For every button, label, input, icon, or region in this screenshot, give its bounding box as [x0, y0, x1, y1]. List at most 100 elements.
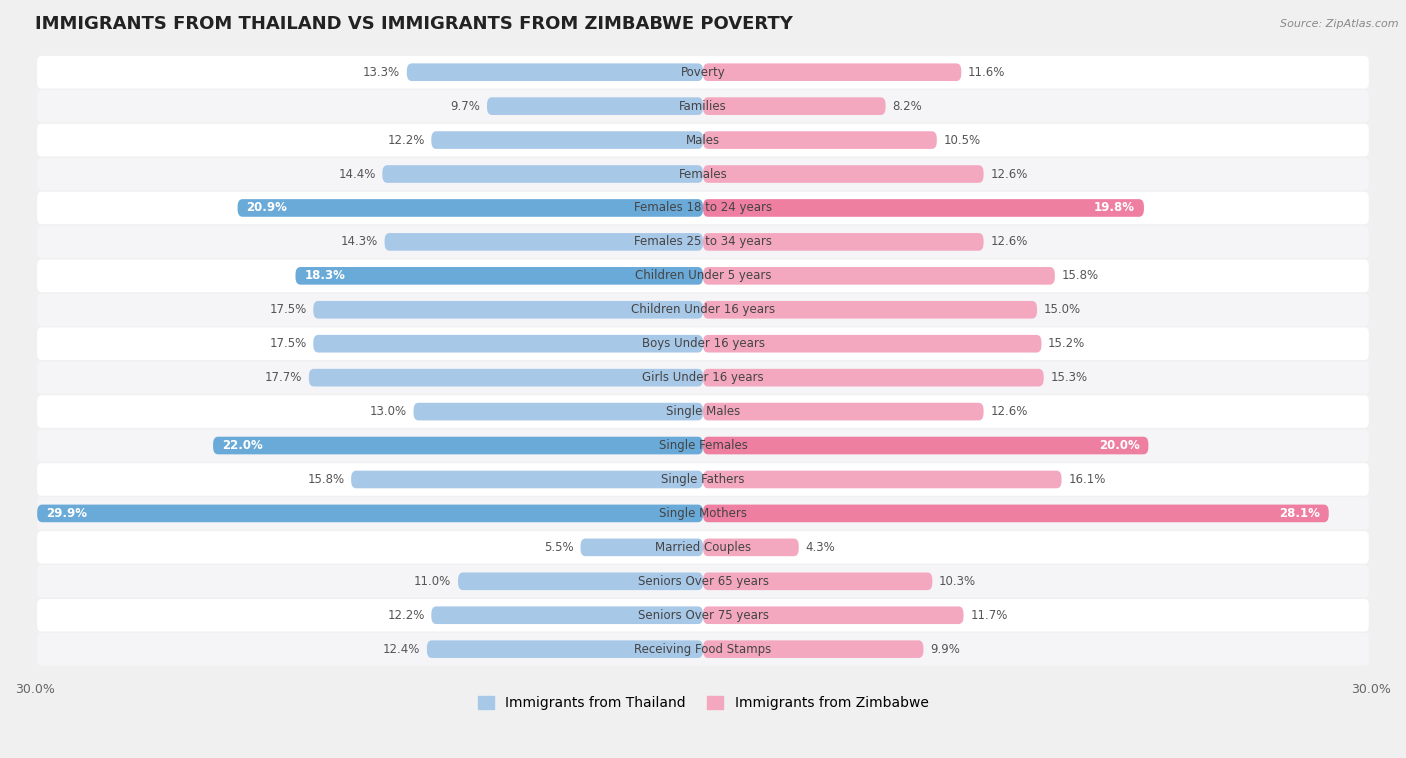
Text: Seniors Over 75 years: Seniors Over 75 years: [637, 609, 769, 622]
FancyBboxPatch shape: [314, 301, 703, 318]
Text: 17.7%: 17.7%: [264, 371, 302, 384]
FancyBboxPatch shape: [37, 396, 1369, 428]
Text: 12.2%: 12.2%: [387, 133, 425, 146]
FancyBboxPatch shape: [37, 90, 1369, 123]
Text: 12.6%: 12.6%: [990, 168, 1028, 180]
Text: Females 18 to 24 years: Females 18 to 24 years: [634, 202, 772, 215]
FancyBboxPatch shape: [238, 199, 703, 217]
Text: 29.9%: 29.9%: [46, 507, 87, 520]
FancyBboxPatch shape: [37, 327, 1369, 360]
FancyBboxPatch shape: [37, 565, 1369, 597]
FancyBboxPatch shape: [458, 572, 703, 590]
FancyBboxPatch shape: [703, 437, 1149, 454]
Text: 12.6%: 12.6%: [990, 405, 1028, 418]
FancyBboxPatch shape: [427, 641, 703, 658]
Legend: Immigrants from Thailand, Immigrants from Zimbabwe: Immigrants from Thailand, Immigrants fro…: [472, 691, 934, 716]
FancyBboxPatch shape: [382, 165, 703, 183]
Text: 11.7%: 11.7%: [970, 609, 1008, 622]
Text: Girls Under 16 years: Girls Under 16 years: [643, 371, 763, 384]
Text: 18.3%: 18.3%: [304, 269, 346, 282]
FancyBboxPatch shape: [703, 572, 932, 590]
FancyBboxPatch shape: [37, 158, 1369, 190]
FancyBboxPatch shape: [703, 538, 799, 556]
Text: Children Under 5 years: Children Under 5 years: [634, 269, 772, 282]
Text: Single Mothers: Single Mothers: [659, 507, 747, 520]
Text: 8.2%: 8.2%: [893, 99, 922, 113]
FancyBboxPatch shape: [37, 599, 1369, 631]
FancyBboxPatch shape: [37, 463, 1369, 496]
FancyBboxPatch shape: [581, 538, 703, 556]
FancyBboxPatch shape: [37, 259, 1369, 292]
Text: 15.3%: 15.3%: [1050, 371, 1087, 384]
FancyBboxPatch shape: [37, 429, 1369, 462]
Text: 12.6%: 12.6%: [990, 236, 1028, 249]
FancyBboxPatch shape: [703, 402, 984, 421]
FancyBboxPatch shape: [486, 97, 703, 115]
FancyBboxPatch shape: [214, 437, 703, 454]
Text: 22.0%: 22.0%: [222, 439, 263, 452]
Text: Males: Males: [686, 133, 720, 146]
Text: Source: ZipAtlas.com: Source: ZipAtlas.com: [1281, 19, 1399, 29]
Text: Receiving Food Stamps: Receiving Food Stamps: [634, 643, 772, 656]
FancyBboxPatch shape: [314, 335, 703, 352]
Text: 28.1%: 28.1%: [1279, 507, 1320, 520]
FancyBboxPatch shape: [37, 293, 1369, 326]
Text: Families: Families: [679, 99, 727, 113]
FancyBboxPatch shape: [309, 369, 703, 387]
Text: Single Fathers: Single Fathers: [661, 473, 745, 486]
Text: 12.2%: 12.2%: [387, 609, 425, 622]
Text: Seniors Over 65 years: Seniors Over 65 years: [637, 575, 769, 587]
Text: 9.9%: 9.9%: [931, 643, 960, 656]
FancyBboxPatch shape: [703, 471, 1062, 488]
Text: Single Males: Single Males: [666, 405, 740, 418]
FancyBboxPatch shape: [37, 497, 1369, 530]
FancyBboxPatch shape: [37, 362, 1369, 394]
FancyBboxPatch shape: [703, 131, 936, 149]
FancyBboxPatch shape: [703, 233, 984, 251]
FancyBboxPatch shape: [352, 471, 703, 488]
FancyBboxPatch shape: [37, 124, 1369, 156]
Text: Single Females: Single Females: [658, 439, 748, 452]
FancyBboxPatch shape: [406, 64, 703, 81]
Text: 11.0%: 11.0%: [415, 575, 451, 587]
FancyBboxPatch shape: [432, 606, 703, 624]
Text: 15.8%: 15.8%: [1062, 269, 1098, 282]
FancyBboxPatch shape: [385, 233, 703, 251]
FancyBboxPatch shape: [703, 97, 886, 115]
Text: 15.8%: 15.8%: [308, 473, 344, 486]
Text: Females: Females: [679, 168, 727, 180]
Text: 17.5%: 17.5%: [270, 337, 307, 350]
FancyBboxPatch shape: [37, 633, 1369, 666]
FancyBboxPatch shape: [703, 301, 1038, 318]
FancyBboxPatch shape: [295, 267, 703, 285]
FancyBboxPatch shape: [703, 267, 1054, 285]
Text: 16.1%: 16.1%: [1069, 473, 1105, 486]
FancyBboxPatch shape: [703, 335, 1042, 352]
FancyBboxPatch shape: [703, 64, 962, 81]
FancyBboxPatch shape: [413, 402, 703, 421]
Text: 10.3%: 10.3%: [939, 575, 976, 587]
Text: 15.0%: 15.0%: [1043, 303, 1081, 316]
Text: 19.8%: 19.8%: [1094, 202, 1135, 215]
FancyBboxPatch shape: [703, 165, 984, 183]
Text: 15.2%: 15.2%: [1047, 337, 1085, 350]
Text: Boys Under 16 years: Boys Under 16 years: [641, 337, 765, 350]
Text: 12.4%: 12.4%: [382, 643, 420, 656]
Text: 14.4%: 14.4%: [339, 168, 375, 180]
FancyBboxPatch shape: [37, 56, 1369, 89]
FancyBboxPatch shape: [703, 199, 1144, 217]
Text: Married Couples: Married Couples: [655, 541, 751, 554]
Text: 4.3%: 4.3%: [806, 541, 835, 554]
Text: Children Under 16 years: Children Under 16 years: [631, 303, 775, 316]
Text: Females 25 to 34 years: Females 25 to 34 years: [634, 236, 772, 249]
FancyBboxPatch shape: [703, 641, 924, 658]
FancyBboxPatch shape: [37, 531, 1369, 564]
FancyBboxPatch shape: [37, 226, 1369, 258]
Text: 13.0%: 13.0%: [370, 405, 406, 418]
Text: IMMIGRANTS FROM THAILAND VS IMMIGRANTS FROM ZIMBABWE POVERTY: IMMIGRANTS FROM THAILAND VS IMMIGRANTS F…: [35, 15, 793, 33]
FancyBboxPatch shape: [703, 369, 1043, 387]
Text: Poverty: Poverty: [681, 66, 725, 79]
FancyBboxPatch shape: [37, 505, 703, 522]
FancyBboxPatch shape: [432, 131, 703, 149]
Text: 5.5%: 5.5%: [544, 541, 574, 554]
